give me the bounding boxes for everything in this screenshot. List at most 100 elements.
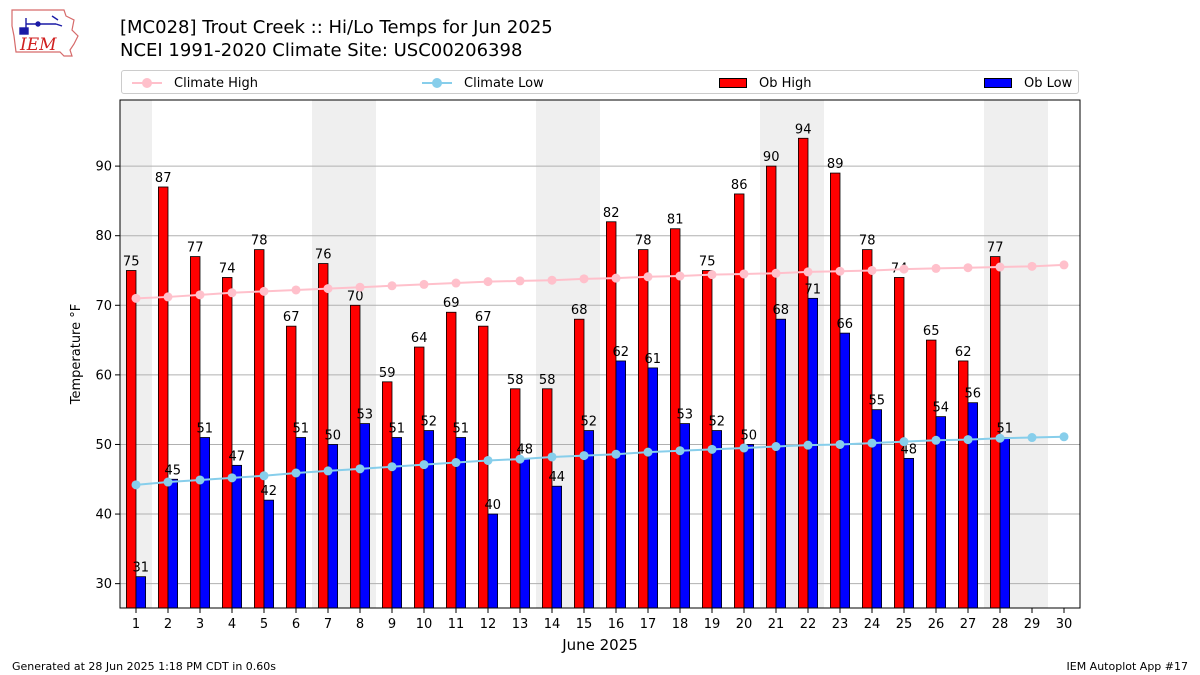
climate-high-point <box>291 285 301 295</box>
x-tick-label: 2 <box>164 617 172 632</box>
ob-low-label: 61 <box>645 352 662 367</box>
ob-low-label: 51 <box>293 422 310 437</box>
ob-low-bar <box>967 402 979 609</box>
x-tick-label: 15 <box>576 617 593 632</box>
climate-low-point <box>739 443 749 453</box>
climate-low-point <box>867 438 877 448</box>
ob-low-bar <box>519 457 531 609</box>
climate-high-point <box>515 276 525 286</box>
ob-low-label: 52 <box>421 415 438 430</box>
ob-high-label: 67 <box>475 310 492 325</box>
climate-high-point <box>803 267 813 277</box>
x-tick-label: 10 <box>416 617 433 632</box>
ob-high-bar <box>349 304 361 609</box>
x-tick-label: 6 <box>292 617 300 632</box>
y-axis-label: Temperature °F <box>69 304 84 405</box>
x-tick-label: 9 <box>388 617 396 632</box>
climate-high-point <box>771 268 781 278</box>
ob-high-bar <box>542 388 553 609</box>
climate-low-point <box>451 458 461 468</box>
x-tick-label: 13 <box>512 617 529 632</box>
climate-high-point <box>1059 260 1069 270</box>
climate-low-point <box>803 440 813 450</box>
x-tick-label: 7 <box>324 617 332 632</box>
climate-high-point <box>355 282 365 292</box>
climate-low-point <box>931 435 941 445</box>
climate-high-point <box>963 263 973 273</box>
climate-low-point <box>355 464 365 474</box>
legend-item-climate-high: Climate High <box>132 74 258 92</box>
ob-low-label: 31 <box>133 561 150 576</box>
climate-high-point <box>995 262 1005 272</box>
ob-high-label: 67 <box>283 310 300 325</box>
legend-label-ob-high: Ob High <box>759 75 812 91</box>
ob-high-bar <box>253 249 265 609</box>
climate-low-point <box>323 466 333 476</box>
x-tick-label: 3 <box>196 617 204 632</box>
ob-low-bar <box>775 318 787 609</box>
legend-label-ob-low: Ob Low <box>1024 75 1073 91</box>
ob-low-bar <box>903 457 915 609</box>
climate-low-point <box>963 435 973 445</box>
ob-high-label: 86 <box>731 178 748 193</box>
ob-low-label: 52 <box>581 415 598 430</box>
ob-low-label: 55 <box>869 394 886 409</box>
x-tick-label: 24 <box>864 617 881 632</box>
ob-high-bar <box>734 193 745 609</box>
climate-high-point <box>707 270 717 280</box>
ob-high-label: 65 <box>923 324 940 339</box>
climate-low-point <box>707 444 717 454</box>
ob-low-bar <box>839 332 851 609</box>
climate-high-point <box>323 284 333 294</box>
ob-high-label: 58 <box>539 373 556 388</box>
ob-low-label: 44 <box>549 470 566 485</box>
climate-high-point <box>835 266 845 276</box>
climate-high-point <box>579 274 589 284</box>
ob-high-label: 82 <box>603 206 620 221</box>
climate-low-point <box>643 447 653 457</box>
iem-logo: IEM <box>11 9 79 57</box>
ob-low-label: 71 <box>805 282 822 297</box>
ob-low-label: 40 <box>485 498 502 513</box>
legend-item-climate-low: Climate Low <box>422 74 544 92</box>
ob-low-label: 48 <box>517 442 534 457</box>
ob-low-bar <box>615 360 627 609</box>
ob-high-label: 59 <box>379 366 396 381</box>
chart-subtitle: NCEI 1991-2020 Climate Site: USC00206398 <box>120 40 523 61</box>
y-tick-label: 90 <box>95 160 112 175</box>
ob-high-label: 68 <box>571 303 588 318</box>
ob-high-label: 74 <box>219 261 236 276</box>
climate-low-point <box>675 446 685 456</box>
climate-low-point <box>995 433 1005 443</box>
chart-title: [MC028] Trout Creek :: Hi/Lo Temps for J… <box>120 17 553 38</box>
ob-low-bar <box>423 430 435 609</box>
x-tick-label: 25 <box>896 617 913 632</box>
ob-low-bar <box>135 576 147 609</box>
plot-frame <box>119 99 1081 609</box>
climate-high-point <box>739 269 749 279</box>
ob-high-bar <box>157 186 169 609</box>
app-credit: IEM Autoplot App #17 <box>1066 660 1189 673</box>
ob-high-bar <box>798 137 809 609</box>
x-tick-label: 5 <box>260 617 268 632</box>
ob-high-label: 90 <box>763 150 780 165</box>
y-tick-label: 70 <box>95 299 112 314</box>
ob-high-label: 94 <box>795 122 812 137</box>
climate-low-point <box>1027 433 1037 443</box>
ob-low-bar <box>199 437 211 609</box>
y-tick-label: 50 <box>95 438 112 453</box>
ob-high-bar <box>509 388 521 609</box>
ob-high-bar <box>381 381 393 609</box>
ob-low-label: 68 <box>773 303 790 318</box>
climate-low-point <box>195 475 205 485</box>
ob-high-label: 70 <box>347 289 364 304</box>
x-tick-label: 19 <box>704 617 721 632</box>
climate-high-point <box>227 288 237 298</box>
climate-low-point <box>771 442 781 452</box>
climate-high-point <box>259 286 269 296</box>
ob-high-bar <box>413 346 425 609</box>
climate-low-point <box>227 473 237 483</box>
ob-low-bar <box>295 437 307 609</box>
climate-low-point <box>579 451 589 461</box>
x-tick-label: 17 <box>640 617 657 632</box>
